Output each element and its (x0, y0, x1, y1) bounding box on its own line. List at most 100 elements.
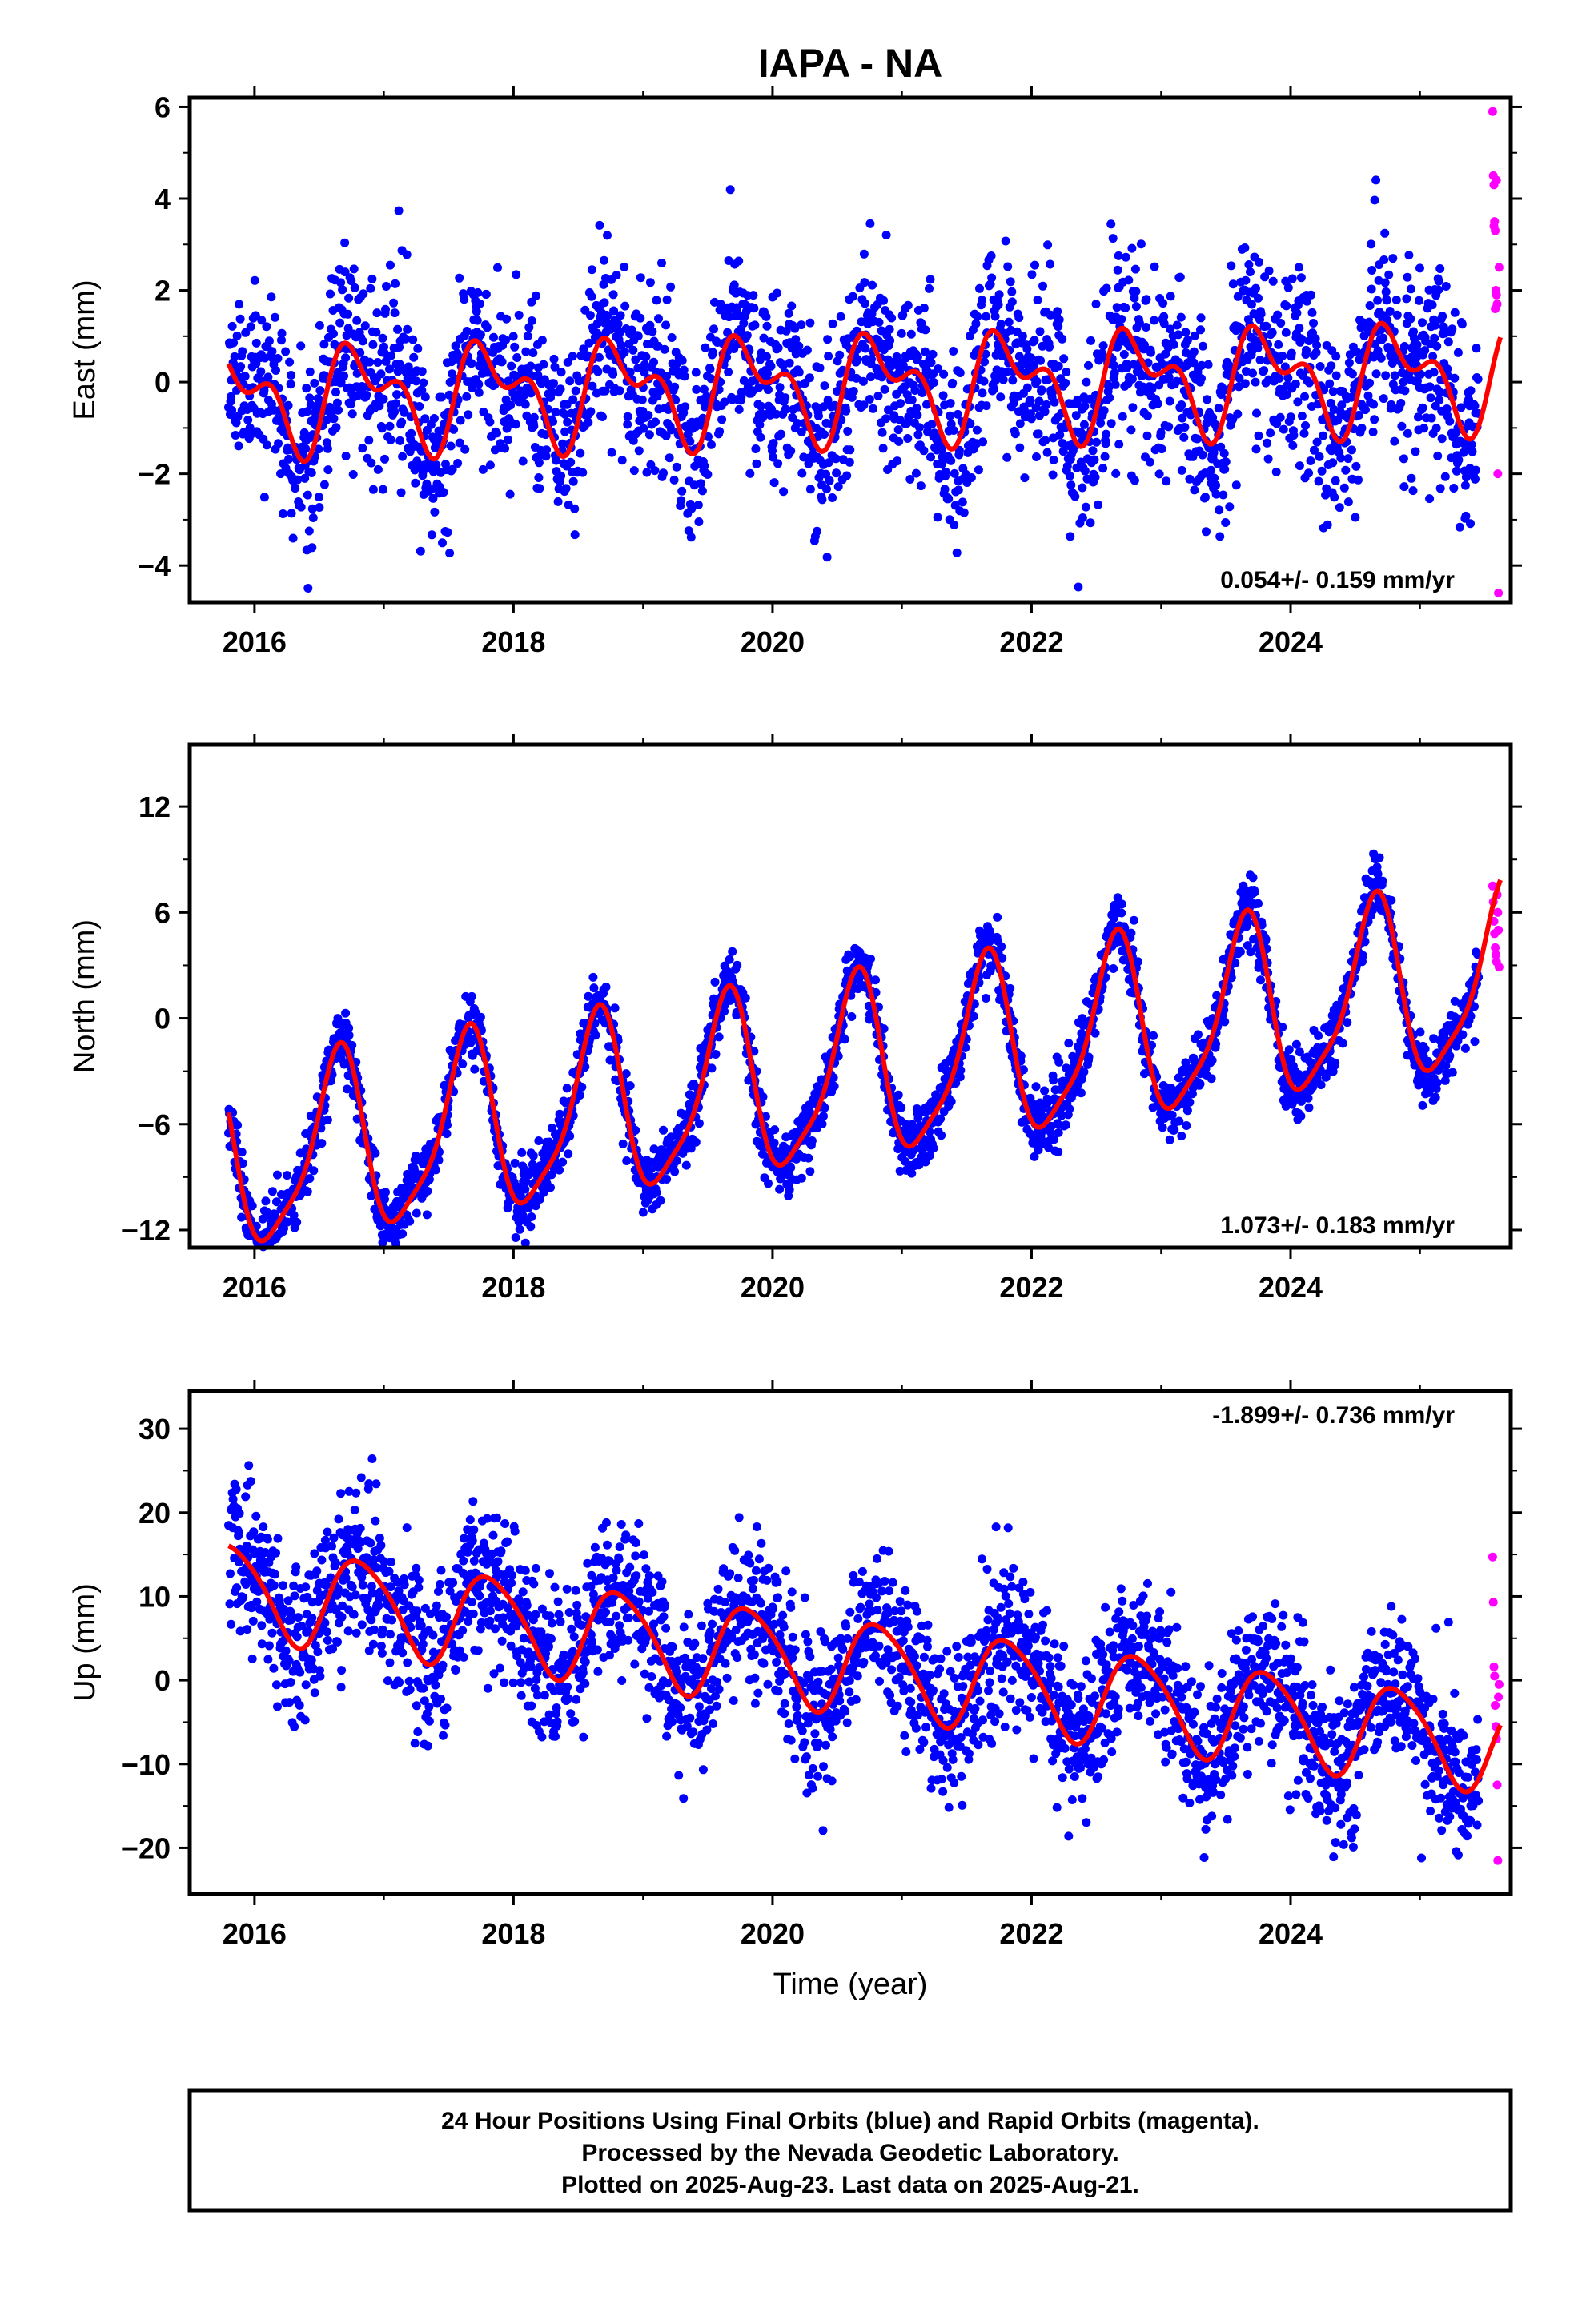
data-point (1197, 374, 1206, 384)
data-point (1344, 358, 1354, 368)
data-point (905, 475, 915, 484)
data-point (620, 348, 629, 357)
data-point (307, 468, 316, 477)
data-point (903, 434, 913, 443)
data-point (925, 283, 934, 293)
data-point (449, 424, 459, 434)
data-point (933, 513, 942, 522)
data-point (378, 333, 387, 343)
data-point (1118, 412, 1127, 421)
data-point (1339, 483, 1349, 493)
data-point (1030, 336, 1039, 345)
data-point (831, 454, 841, 464)
data-point (648, 327, 657, 336)
data-point (728, 947, 737, 956)
data-point (482, 323, 492, 332)
data-point (348, 470, 358, 479)
data-point (1287, 274, 1297, 283)
data-point (1098, 464, 1108, 473)
data-point (1045, 342, 1054, 352)
data-point (662, 295, 672, 304)
data-point (1367, 266, 1377, 275)
data-point (257, 316, 267, 325)
data-point (1133, 957, 1142, 967)
data-point (394, 206, 404, 215)
data-point (1380, 228, 1390, 238)
data-point (1331, 371, 1341, 380)
data-point (1070, 492, 1080, 501)
data-point (848, 292, 857, 301)
data-point (568, 476, 578, 486)
data-point (685, 436, 695, 446)
data-point (1020, 473, 1030, 483)
data-point (560, 427, 570, 436)
data-point (549, 379, 558, 388)
rapid-data-point (1494, 263, 1504, 272)
data-point (1158, 1123, 1167, 1132)
data-point (283, 1171, 292, 1180)
data-point (773, 288, 782, 298)
data-point (1036, 356, 1045, 365)
data-point (1309, 319, 1318, 328)
data-point (455, 273, 464, 283)
data-point (352, 316, 362, 325)
data-point (1288, 440, 1298, 450)
data-point (1079, 420, 1089, 429)
data-point (1164, 422, 1174, 432)
data-point (1293, 397, 1303, 407)
data-point (227, 392, 236, 401)
data-point (529, 412, 539, 422)
data-point (1379, 394, 1388, 404)
data-point (577, 1082, 587, 1092)
data-point (819, 1112, 828, 1121)
data-point (1127, 374, 1137, 384)
data-point (271, 312, 279, 322)
data-point (288, 533, 298, 543)
data-point (600, 298, 609, 308)
data-point (948, 378, 958, 388)
data-point (1391, 296, 1401, 304)
data-point (669, 475, 679, 485)
data-point (561, 484, 571, 493)
y-tick-label: 4 (155, 183, 171, 215)
data-point (649, 357, 658, 367)
data-point (866, 954, 875, 963)
data-point (622, 1156, 632, 1165)
data-point (1461, 511, 1471, 521)
data-point (1219, 448, 1229, 458)
data-point (866, 372, 875, 382)
data-point (627, 325, 636, 335)
data-point (349, 264, 359, 274)
data-point (1471, 474, 1480, 484)
data-point (1367, 284, 1376, 294)
data-point (1403, 428, 1412, 438)
data-point (677, 486, 687, 496)
data-point (566, 457, 576, 467)
data-point (1106, 419, 1116, 428)
data-point (1054, 315, 1064, 324)
data-point (785, 358, 794, 368)
data-point (1219, 490, 1228, 500)
data-point (1231, 480, 1241, 490)
data-point (1266, 428, 1275, 438)
y-tick-label: −2 (138, 458, 171, 491)
data-point (1233, 409, 1243, 419)
data-point (1297, 412, 1307, 420)
data-point (319, 340, 329, 349)
data-point (879, 296, 889, 305)
data-point (897, 328, 906, 338)
data-point (1146, 457, 1154, 467)
data-point (1142, 323, 1150, 332)
data-point (687, 504, 697, 513)
data-point (1146, 348, 1155, 357)
data-point (885, 324, 894, 334)
data-point (1460, 480, 1470, 490)
data-point (656, 1196, 665, 1205)
data-point (898, 360, 908, 370)
data-point (476, 1012, 485, 1022)
data-point (1449, 484, 1459, 493)
data-point (534, 1136, 544, 1145)
data-point (659, 468, 668, 478)
data-point (1084, 360, 1093, 370)
data-point (428, 493, 438, 503)
